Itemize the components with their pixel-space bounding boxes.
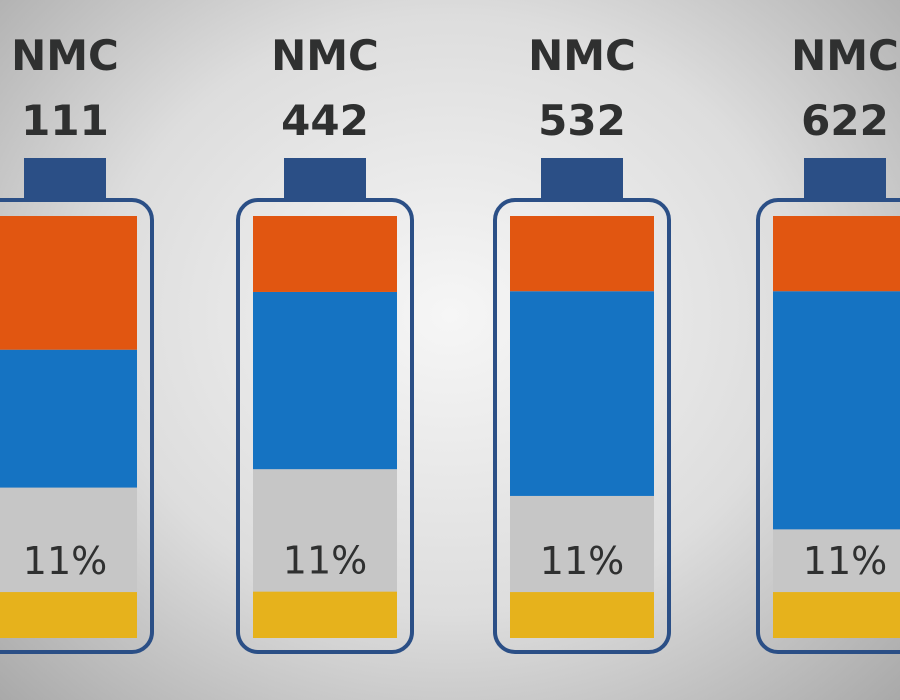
battery-outline <box>756 198 900 654</box>
battery-segment-0 <box>510 592 654 638</box>
segment-value-label: 11% <box>283 539 367 583</box>
category-label-line2: 532 <box>538 96 626 145</box>
battery-cap <box>804 158 886 200</box>
battery-segment-0 <box>253 591 397 638</box>
battery-segment-2 <box>510 291 654 496</box>
segment-value-label: 11% <box>540 539 624 583</box>
battery-outline <box>493 198 671 654</box>
category-label-line2: 622 <box>801 96 889 145</box>
category-label-line1: NMC <box>528 31 636 80</box>
battery-segment-0 <box>0 592 137 638</box>
battery-segment-1 <box>510 495 654 593</box>
battery-segment-2 <box>253 291 397 470</box>
battery-segment-2 <box>773 291 900 530</box>
battery-cap <box>284 158 366 200</box>
battery-segment-0 <box>773 592 900 638</box>
category-label-line1: NMC <box>271 31 379 80</box>
category-label-line1: NMC <box>791 31 899 80</box>
segment-value-label: 11% <box>23 539 107 583</box>
segment-value-label: 11% <box>803 539 887 583</box>
battery-segment-1 <box>253 469 397 592</box>
battery-outline <box>0 198 154 654</box>
battery-cap <box>541 158 623 200</box>
category-label-line2: 442 <box>281 96 369 145</box>
battery-outline <box>236 198 414 654</box>
battery-segment-3 <box>510 216 654 292</box>
category-label-line1: NMC <box>11 31 119 80</box>
battery-segment-3 <box>773 216 900 292</box>
battery-cap <box>24 158 106 200</box>
category-label-line2: 111 <box>21 96 109 145</box>
battery-segment-1 <box>0 487 137 593</box>
battery-segment-1 <box>773 529 900 593</box>
battery-segment-3 <box>0 216 137 350</box>
battery-segment-2 <box>0 349 137 488</box>
battery-segment-3 <box>253 216 397 292</box>
